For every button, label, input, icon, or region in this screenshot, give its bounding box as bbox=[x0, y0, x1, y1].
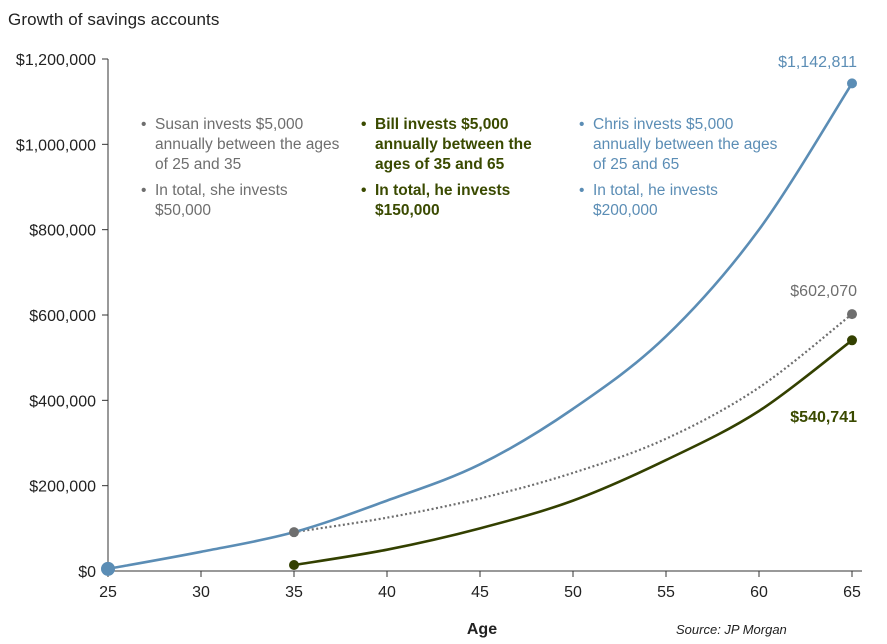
series-line-bill bbox=[293, 339, 853, 567]
start-marker-chris bbox=[101, 561, 115, 576]
legend-bill-line2: In total, he invests $150,000 bbox=[375, 182, 511, 219]
end-label-bill: $540,741 bbox=[790, 409, 857, 426]
axes: $0 $200,000 $400,000 $600,000 $800,000 $1,000… bbox=[16, 52, 862, 638]
labels-layer: $1,142,811 $602,070 $540,741 bbox=[778, 54, 857, 426]
bullet-icon: • bbox=[141, 116, 147, 133]
series-line-susan bbox=[293, 313, 853, 534]
bullet-icon: • bbox=[361, 182, 367, 199]
bullet-icon: • bbox=[579, 116, 585, 133]
x-tick-label: 55 bbox=[657, 584, 675, 601]
legend-chris: • Chris invests $5,000 annually between t… bbox=[579, 115, 779, 227]
y-tick-label: $1,000,000 bbox=[16, 137, 96, 154]
x-tick-label: 60 bbox=[750, 584, 768, 601]
bullet-icon: • bbox=[579, 182, 585, 199]
marker-bill-35 bbox=[289, 560, 299, 571]
legend-susan-line1: Susan invests $5,000 annually between th… bbox=[155, 116, 340, 173]
end-marker-susan bbox=[847, 309, 857, 320]
legend-chris-line2: In total, he invests $200,000 bbox=[593, 182, 718, 219]
x-tick-label: 35 bbox=[285, 584, 303, 601]
x-tick-label: 40 bbox=[378, 584, 396, 601]
y-tick-label: $1,200,000 bbox=[16, 52, 96, 69]
legend-susan: • Susan invests $5,000 annually between t… bbox=[141, 115, 341, 227]
bullet-icon: • bbox=[141, 182, 147, 199]
x-axis-label: Age bbox=[467, 621, 497, 638]
x-tick-label: 45 bbox=[471, 584, 489, 601]
marker-susan-35 bbox=[289, 527, 299, 538]
series-line-chris bbox=[107, 82, 854, 571]
y-tick-label: $600,000 bbox=[29, 308, 96, 325]
series-layer bbox=[101, 78, 857, 576]
end-marker-chris bbox=[847, 78, 857, 89]
y-tick-label: $200,000 bbox=[29, 479, 96, 496]
end-label-susan: $602,070 bbox=[790, 283, 857, 300]
x-tick-label: 25 bbox=[99, 584, 117, 601]
y-tick-label: $0 bbox=[78, 564, 96, 581]
end-label-chris: $1,142,811 bbox=[778, 54, 857, 71]
chart-title: Growth of savings accounts bbox=[8, 10, 220, 29]
legend-bill: • Bill invests $5,000 annually between th… bbox=[361, 115, 566, 227]
x-tick-label: 50 bbox=[564, 584, 582, 601]
legend-chris-line1: Chris invests $5,000 annually between th… bbox=[593, 116, 778, 173]
source-note: Source: JP Morgan bbox=[676, 622, 787, 637]
x-tick-label: 30 bbox=[192, 584, 210, 601]
legend-bill-line1: Bill invests $5,000 annually between the… bbox=[375, 116, 532, 173]
y-tick-label: $400,000 bbox=[29, 393, 96, 410]
x-tick-label: 65 bbox=[843, 584, 861, 601]
legend-susan-line2: In total, she invests $50,000 bbox=[155, 182, 288, 219]
y-tick-label: $800,000 bbox=[29, 223, 96, 240]
end-marker-bill bbox=[847, 335, 857, 346]
bullet-icon: • bbox=[361, 116, 367, 133]
